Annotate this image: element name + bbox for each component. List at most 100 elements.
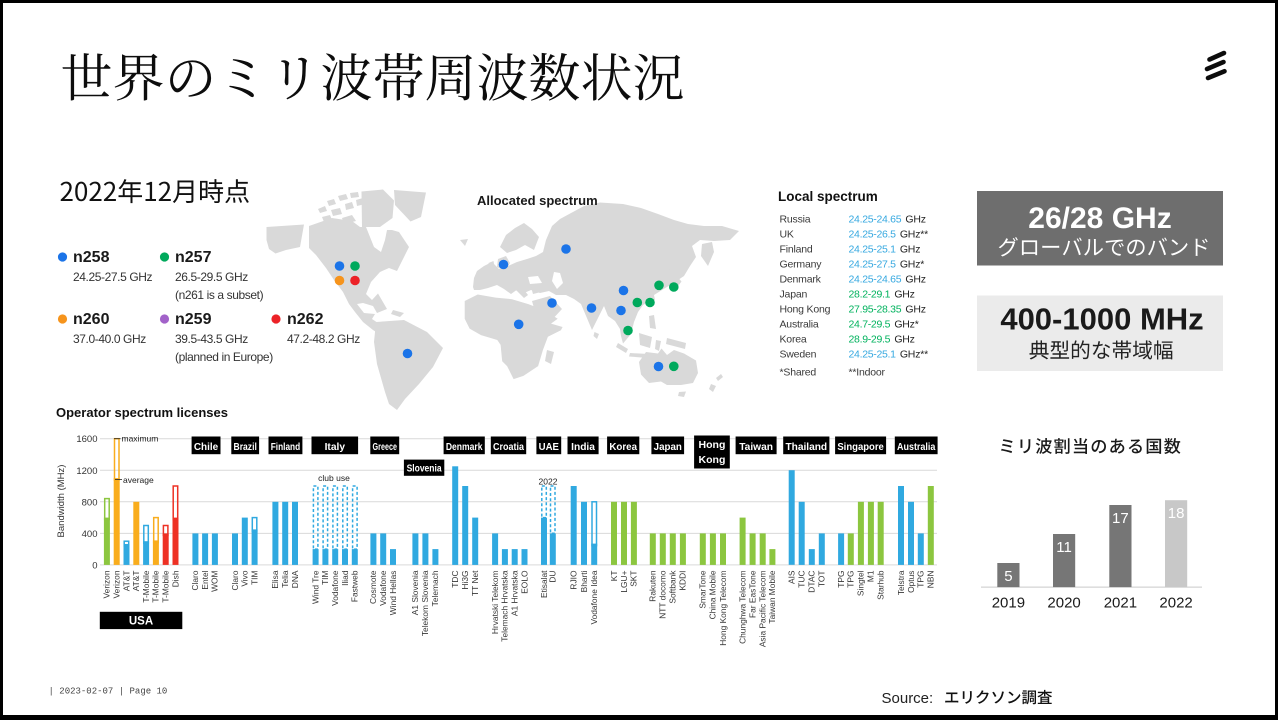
- svg-text:M1: M1: [866, 570, 876, 582]
- svg-text:TDC: TDC: [450, 571, 460, 588]
- svg-text:24.25-26.5: 24.25-26.5: [849, 229, 897, 241]
- svg-text:Far EasTone: Far EasTone: [747, 570, 757, 618]
- svg-text:Japan: Japan: [654, 442, 682, 453]
- svg-text:Finland: Finland: [271, 442, 300, 453]
- svg-text:GHz: GHz: [905, 274, 925, 286]
- svg-text:Italy: Italy: [325, 442, 346, 453]
- svg-text:28.2-29.1: 28.2-29.1: [849, 289, 891, 301]
- svg-text:Greece: Greece: [373, 442, 398, 453]
- svg-text:Operator spectrum licenses: Operator spectrum licenses: [56, 405, 228, 420]
- svg-text:Vodafone: Vodafone: [378, 570, 388, 606]
- svg-text:24.25-24.65: 24.25-24.65: [849, 274, 902, 286]
- svg-text:Chunghwa Telecom: Chunghwa Telecom: [737, 570, 747, 643]
- svg-text:Starhub: Starhub: [876, 570, 886, 600]
- svg-text:n260: n260: [73, 311, 110, 328]
- svg-text:Softbank: Softbank: [668, 570, 678, 604]
- svg-text:400-1000 MHz: 400-1000 MHz: [1000, 302, 1203, 337]
- svg-text:GHz: GHz: [894, 334, 914, 346]
- svg-text:KT: KT: [609, 571, 619, 582]
- svg-text:(planned in Europe): (planned in Europe): [175, 350, 273, 364]
- svg-text:TIM: TIM: [249, 570, 259, 584]
- svg-text:Cosmote: Cosmote: [368, 570, 378, 604]
- svg-text:2019: 2019: [992, 595, 1025, 612]
- svg-text:T-Mobile: T-Mobile: [161, 570, 171, 602]
- svg-text:Telemach Hrvatska: Telemach Hrvatska: [500, 570, 510, 642]
- svg-text:TIM: TIM: [320, 570, 330, 584]
- svg-text:TUC: TUC: [797, 571, 807, 588]
- svg-text:Croatia: Croatia: [493, 442, 524, 453]
- svg-text:n259: n259: [175, 311, 212, 328]
- svg-text:Telstra: Telstra: [896, 570, 906, 595]
- svg-text:1200: 1200: [76, 466, 97, 477]
- svg-text:GHz: GHz: [894, 289, 914, 301]
- svg-text:Telia: Telia: [280, 570, 290, 588]
- svg-text:n258: n258: [73, 249, 110, 266]
- svg-text:Entel: Entel: [200, 570, 210, 589]
- svg-text:Telemach: Telemach: [430, 570, 440, 606]
- svg-text:2022: 2022: [539, 477, 558, 487]
- svg-text:Hong: Hong: [699, 439, 726, 451]
- svg-text:Wind Hellas: Wind Hellas: [388, 571, 398, 616]
- svg-text:Wind Tre: Wind Tre: [310, 570, 320, 604]
- svg-text:Vivo: Vivo: [240, 570, 250, 586]
- svg-text:24.25-27.5 GHz: 24.25-27.5 GHz: [73, 270, 153, 284]
- svg-text:UAE: UAE: [539, 442, 559, 453]
- svg-text:2020: 2020: [1047, 595, 1080, 612]
- svg-text:USA: USA: [129, 616, 153, 628]
- svg-text:club use: club use: [318, 473, 350, 483]
- svg-text:Taiwan: Taiwan: [739, 442, 773, 453]
- svg-text:LGU+: LGU+: [619, 570, 629, 592]
- svg-text:KDDI: KDDI: [678, 571, 688, 591]
- svg-text:China Mobile: China Mobile: [708, 570, 718, 619]
- svg-text:Finland: Finland: [780, 244, 813, 256]
- svg-text:Hrvatski Telekom: Hrvatski Telekom: [490, 570, 500, 634]
- svg-text:DU: DU: [548, 571, 558, 583]
- svg-text:Asia Pacific Telecom: Asia Pacific Telecom: [758, 570, 768, 647]
- svg-text:average: average: [123, 475, 154, 485]
- svg-text:Hong Kong: Hong Kong: [780, 304, 831, 316]
- svg-text:EOLO: EOLO: [519, 570, 529, 594]
- svg-text:27.95-28.35: 27.95-28.35: [849, 304, 902, 316]
- svg-text:Etisalat: Etisalat: [539, 570, 549, 598]
- svg-text:Slovenia: Slovenia: [407, 464, 442, 475]
- svg-text:A1 Slovenia: A1 Slovenia: [410, 570, 420, 615]
- svg-text:**Indoor: **Indoor: [849, 367, 886, 379]
- svg-text:A1 Hrvatska: A1 Hrvatska: [510, 570, 520, 616]
- svg-text:n262: n262: [287, 311, 324, 328]
- svg-text:Fastweb: Fastweb: [350, 570, 360, 602]
- svg-text:Brazil: Brazil: [234, 442, 257, 453]
- svg-text:TT Net: TT Net: [470, 570, 480, 596]
- svg-text:Vodafone Idea: Vodafone Idea: [589, 570, 599, 624]
- svg-text:NBN: NBN: [926, 571, 936, 589]
- svg-text:WOM: WOM: [210, 570, 220, 591]
- svg-text:26/28 GHz: 26/28 GHz: [1028, 202, 1171, 235]
- svg-text:Claro: Claro: [190, 570, 200, 590]
- svg-text:2021: 2021: [1104, 595, 1137, 612]
- svg-text:Japan: Japan: [780, 289, 808, 301]
- svg-text:RJIO: RJIO: [569, 570, 579, 590]
- svg-text:maximum: maximum: [122, 434, 159, 444]
- svg-text:24.25-25.1: 24.25-25.1: [849, 349, 897, 361]
- svg-text:Korea: Korea: [780, 334, 807, 346]
- svg-text:37.0-40.0 GHz: 37.0-40.0 GHz: [73, 332, 146, 346]
- svg-text:T-Mobile: T-Mobile: [151, 570, 161, 602]
- svg-text:Australia: Australia: [897, 442, 936, 453]
- svg-text:AT&T: AT&T: [131, 571, 141, 592]
- svg-text:Australia: Australia: [780, 319, 819, 331]
- svg-text:2022: 2022: [1159, 595, 1192, 612]
- svg-text:11: 11: [1056, 539, 1072, 556]
- svg-text:1600: 1600: [76, 434, 97, 445]
- svg-text:GHz**: GHz**: [900, 349, 928, 361]
- svg-text:TPG: TPG: [846, 571, 856, 588]
- svg-text:Elisa: Elisa: [270, 570, 280, 588]
- svg-text:Singapore: Singapore: [837, 442, 884, 453]
- svg-text:Russia: Russia: [780, 214, 811, 226]
- svg-text:800: 800: [82, 497, 98, 508]
- svg-text:T-Mobile: T-Mobile: [141, 570, 151, 602]
- svg-text:TPG: TPG: [916, 571, 926, 588]
- svg-text:Iliad: Iliad: [340, 570, 350, 586]
- svg-text:UK: UK: [780, 229, 794, 241]
- svg-text:AIS: AIS: [787, 570, 797, 584]
- svg-text:SKT: SKT: [629, 571, 639, 587]
- svg-text:400: 400: [82, 529, 98, 540]
